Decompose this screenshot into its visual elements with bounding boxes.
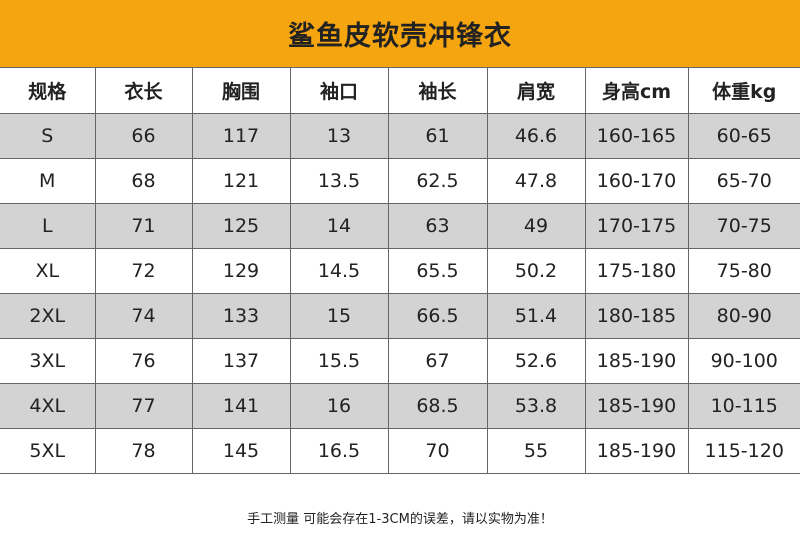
table-cell: 3XL bbox=[0, 338, 96, 384]
table-cell: XL bbox=[0, 248, 96, 294]
table-cell: 185-190 bbox=[584, 338, 689, 384]
table-cell: 185-190 bbox=[584, 383, 689, 429]
table-row: 5XL 78 145 16.5 70 55 185-190 115-120 bbox=[0, 428, 800, 474]
table-cell: M bbox=[0, 158, 96, 204]
header-cell: 衣长 bbox=[94, 67, 193, 114]
table-cell: 55 bbox=[486, 428, 586, 474]
table-cell: 62.5 bbox=[387, 158, 488, 204]
table-cell: 61 bbox=[387, 113, 488, 159]
table-cell: 13.5 bbox=[289, 158, 389, 204]
table-cell: 51.4 bbox=[486, 293, 586, 339]
table-cell: 5XL bbox=[0, 428, 96, 474]
table-cell: 65-70 bbox=[687, 158, 800, 204]
table-cell: 14.5 bbox=[289, 248, 389, 294]
table-cell: 66 bbox=[94, 113, 193, 159]
table-cell: 10-115 bbox=[687, 383, 800, 429]
table-cell: 75-80 bbox=[687, 248, 800, 294]
header-cell: 体重kg bbox=[687, 67, 800, 114]
table-cell: 70-75 bbox=[687, 203, 800, 249]
table-cell: 49 bbox=[486, 203, 586, 249]
note: 手工测量 可能会存在1-3CM的误差，请以实物为准！ bbox=[247, 512, 553, 527]
table-cell: 68 bbox=[94, 158, 193, 204]
size-table: 规格 衣长 胸围 袖口 袖长 肩宽 身高cm 体重kg S 66 117 13 61 46.6 160-16… bbox=[0, 67, 800, 474]
table-cell: L bbox=[0, 203, 96, 249]
table-cell: 117 bbox=[191, 113, 291, 159]
table-cell: 68.5 bbox=[387, 383, 488, 429]
table-row: 3XL 76 137 15.5 67 52.6 185-190 90-100 bbox=[0, 338, 800, 384]
header-cell: 袖口 bbox=[289, 67, 389, 114]
table-cell: 15 bbox=[289, 293, 389, 339]
table-cell: 78 bbox=[94, 428, 193, 474]
table-cell: 15.5 bbox=[289, 338, 389, 384]
table-cell: 13 bbox=[289, 113, 389, 159]
table-cell: 46.6 bbox=[486, 113, 586, 159]
table-cell: 70 bbox=[387, 428, 488, 474]
table-cell: 121 bbox=[191, 158, 291, 204]
table-cell: 53.8 bbox=[486, 383, 586, 429]
table-cell: 160-170 bbox=[584, 158, 689, 204]
table-cell: 74 bbox=[94, 293, 193, 339]
table-cell: S bbox=[0, 113, 96, 159]
table-row: 2XL 74 133 15 66.5 51.4 180-185 80-90 bbox=[0, 293, 800, 339]
table-cell: 180-185 bbox=[584, 293, 689, 339]
table-cell: 145 bbox=[191, 428, 291, 474]
table-row: M 68 121 13.5 62.5 47.8 160-170 65-70 bbox=[0, 158, 800, 204]
table-cell: 80-90 bbox=[687, 293, 800, 339]
title: 鲨鱼皮软壳冲锋衣 bbox=[0, 0, 800, 67]
table-row: L 71 125 14 63 49 170-175 70-75 bbox=[0, 203, 800, 249]
table-cell: 71 bbox=[94, 203, 193, 249]
table-cell: 115-120 bbox=[687, 428, 800, 474]
table-cell: 141 bbox=[191, 383, 291, 429]
header-cell: 袖长 bbox=[387, 67, 488, 114]
header-cell: 胸围 bbox=[191, 67, 291, 114]
table-cell: 90-100 bbox=[687, 338, 800, 384]
table-cell: 50.2 bbox=[486, 248, 586, 294]
header-cell: 规格 bbox=[0, 67, 96, 114]
table-cell: 66.5 bbox=[387, 293, 488, 339]
table-cell: 160-165 bbox=[584, 113, 689, 159]
table-cell: 52.6 bbox=[486, 338, 586, 384]
header-cell: 身高cm bbox=[584, 67, 689, 114]
table-cell: 125 bbox=[191, 203, 291, 249]
table-cell: 133 bbox=[191, 293, 291, 339]
table-cell: 65.5 bbox=[387, 248, 488, 294]
table-cell: 4XL bbox=[0, 383, 96, 429]
table-row: S 66 117 13 61 46.6 160-165 60-65 bbox=[0, 113, 800, 159]
table-cell: 175-180 bbox=[584, 248, 689, 294]
table-cell: 170-175 bbox=[584, 203, 689, 249]
table-cell: 76 bbox=[94, 338, 193, 384]
table-cell: 185-190 bbox=[584, 428, 689, 474]
header-cell: 肩宽 bbox=[486, 67, 586, 114]
table-cell: 67 bbox=[387, 338, 488, 384]
table-cell: 14 bbox=[289, 203, 389, 249]
table-row: XL 72 129 14.5 65.5 50.2 175-180 75-80 bbox=[0, 248, 800, 294]
table-cell: 72 bbox=[94, 248, 193, 294]
table-row: 4XL 77 141 16 68.5 53.8 185-190 10-115 bbox=[0, 383, 800, 429]
table-cell: 63 bbox=[387, 203, 488, 249]
table-cell: 16.5 bbox=[289, 428, 389, 474]
table-cell: 47.8 bbox=[486, 158, 586, 204]
table-cell: 2XL bbox=[0, 293, 96, 339]
table-cell: 77 bbox=[94, 383, 193, 429]
table-cell: 137 bbox=[191, 338, 291, 384]
table-cell: 16 bbox=[289, 383, 389, 429]
table-cell: 60-65 bbox=[687, 113, 800, 159]
header-row: 规格 衣长 胸围 袖口 袖长 肩宽 身高cm 体重kg bbox=[0, 67, 800, 114]
table-cell: 129 bbox=[191, 248, 291, 294]
